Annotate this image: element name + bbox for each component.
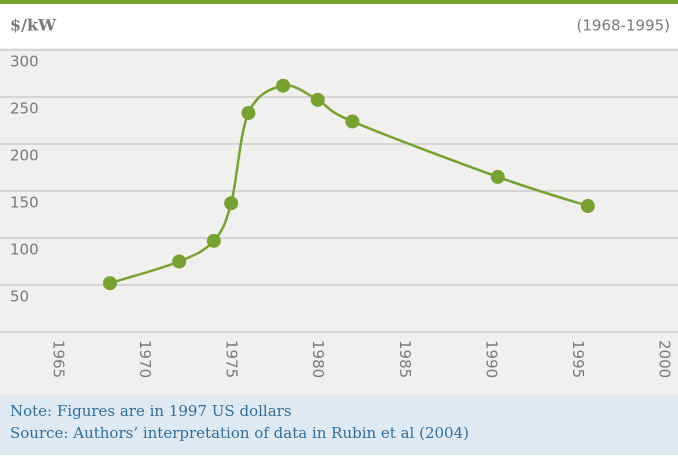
point — [172, 254, 187, 269]
point — [206, 233, 221, 248]
point — [241, 105, 256, 120]
x-tick-label: 1965 — [50, 340, 68, 378]
point — [102, 276, 117, 291]
point — [276, 78, 291, 93]
plot-area — [0, 48, 678, 395]
note: Note: Figures are in 1997 US dollars — [10, 402, 292, 420]
point — [580, 199, 595, 214]
x-tick-label: 2000 — [656, 340, 674, 378]
y-tick-label: 50 — [10, 288, 29, 306]
point — [490, 169, 505, 184]
point — [345, 114, 360, 129]
x-tick-label: 1985 — [396, 340, 414, 378]
footer — [0, 395, 678, 455]
y-tick-label: 150 — [10, 194, 39, 212]
x-tick-label: 1970 — [136, 340, 154, 378]
y-tick-label: 200 — [10, 147, 39, 165]
point — [310, 92, 325, 107]
line — [109, 84, 589, 285]
x-tick-label: 1990 — [482, 340, 500, 378]
y-tick-label: 300 — [10, 53, 39, 71]
x-tick-label: 1980 — [309, 340, 327, 378]
y-tick-label: 250 — [10, 100, 39, 118]
point — [224, 196, 239, 211]
y-tick-label: 100 — [10, 241, 39, 259]
header — [0, 4, 678, 48]
subtitle: (1968-1995) — [577, 17, 670, 35]
y-axis-label: $/kW — [10, 16, 57, 35]
top-rule — [0, 0, 678, 4]
source: Source: Authors’ interpretation of data … — [10, 424, 469, 442]
x-tick-label: 1995 — [569, 340, 587, 378]
x-tick-label: 1975 — [223, 340, 241, 378]
